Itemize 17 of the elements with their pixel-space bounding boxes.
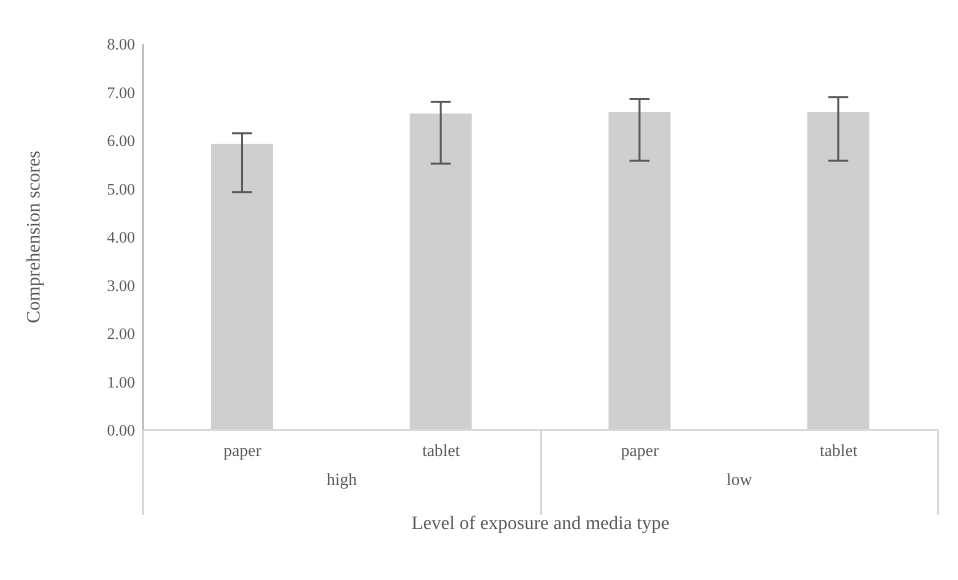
text: low [726, 470, 753, 490]
x-axis-title: Level of exposure and media type [410, 513, 670, 535]
x-tick-label: paper [223, 441, 262, 460]
y-tick-label: 2.00 [107, 326, 135, 344]
y-tick-label: 7.00 [107, 84, 135, 102]
y-axis-title: Comprehension scores [24, 150, 45, 324]
x-tick-label: tablet [422, 441, 460, 460]
y-tick-label: 1.00 [107, 374, 135, 392]
y-tick-label: 8.00 [107, 36, 135, 54]
y-tick-label: 6.00 [107, 133, 135, 150]
y-tick-label: 5.00 [107, 181, 135, 198]
y-tick-label: 3.00 [107, 278, 135, 295]
x-tick-label: paper [620, 441, 660, 460]
x-tick-label: tablet [820, 441, 858, 460]
y-tick-label: 4.00 [107, 230, 135, 247]
y-tick-label: 0.00 [107, 422, 135, 440]
text: high [326, 470, 358, 490]
